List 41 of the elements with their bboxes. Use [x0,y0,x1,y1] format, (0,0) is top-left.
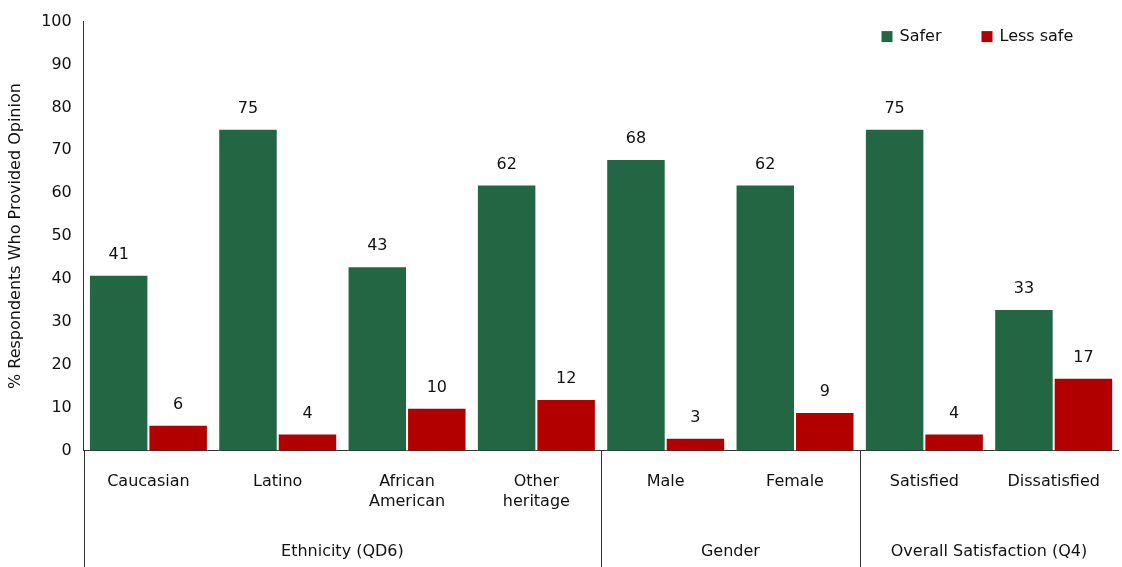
data-label: 17 [1073,346,1094,366]
data-label: 4 [302,402,313,422]
y-tick-label: 40 [51,268,72,288]
y-tick-label: 60 [51,182,72,202]
data-label: 33 [1013,278,1035,298]
data-label: 75 [237,98,259,118]
x-tick-label: Latino [253,471,303,491]
x-tick-label: Female [766,471,824,491]
data-label: 6 [173,394,184,414]
y-tick-label: 50 [51,225,72,245]
y-axis-title: % Respondents Who Provided Opinion [4,83,24,390]
data-label: 43 [367,235,388,255]
data-label: 4 [949,402,960,422]
x-tick-label: Caucasian [107,471,190,491]
y-tick-label: 10 [51,396,72,416]
y-tick-label: 20 [51,353,72,373]
x-tick-label: Other heritage [502,471,570,510]
legend-label: Safer [899,25,942,45]
legend-label: Less safe [999,25,1074,45]
data-label: 3 [690,406,701,426]
data-label: 62 [496,153,517,173]
y-tick-label: 80 [51,96,72,116]
y-tick-label: 70 [51,139,72,159]
y-tick-label: 30 [51,311,72,331]
data-label: 10 [426,376,447,396]
x-tick-label: Male [646,471,685,491]
data-label: 41 [108,243,129,263]
x-tick-label: African American [368,471,446,510]
y-tick-label: 90 [51,53,72,73]
data-label: 12 [555,368,577,388]
data-label: 62 [755,153,776,173]
y-tick-label: 100 [41,10,72,30]
text: Gender [700,541,761,561]
text: Ethnicity (QD6) [281,541,404,561]
x-tick-label: Dissatisfied [1007,471,1100,491]
data-label: 68 [625,128,647,148]
data-label: 9 [819,381,830,401]
text: Overall Satisfaction (Q4) [890,541,1088,561]
y-tick-label: 0 [61,439,72,459]
x-tick-label: Satisfied [889,471,959,491]
data-label: 75 [884,98,905,118]
